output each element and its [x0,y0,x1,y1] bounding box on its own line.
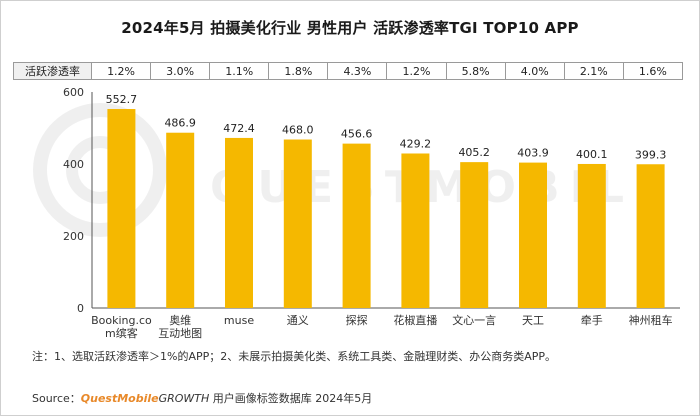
source-line: Source：QuestMobileGROWTH 用户画像标签数据库 2024年… [32,390,372,406]
bar-value-label: 456.6 [341,128,373,141]
bar-value-label: 400.1 [576,148,608,161]
x-tick-label: 神州租车 [629,313,673,327]
rate-cell: 1.6% [638,64,667,78]
chart-title: 2024年5月 拍摄美化行业 男性用户 活跃渗透率TGI TOP10 APP [121,19,579,37]
bar-value-label: 468.0 [282,124,314,137]
bar [107,109,136,308]
bar-value-label: 486.9 [164,117,196,130]
bar [401,153,430,308]
bar [577,163,606,308]
source-brand-growth: GROWTH [158,392,210,405]
penetration-rate-table: 活跃渗透率 1.2% 3.0% 1.1% 1.8% 4.3% 1.2% 5.8%… [13,62,683,80]
source-suffix: 用户画像标签数据库 2024年5月 [209,392,373,405]
y-tick-label: 200 [63,230,84,243]
x-tick-label: Booking.co m缤客 [91,314,152,340]
rate-cell: 1.8% [269,63,329,79]
x-tick-label: 牵手 [581,313,603,327]
rate-cell: 3.0% [151,63,211,79]
x-tick-label: 天工 [522,314,544,327]
bar-value-label: 405.2 [458,146,490,159]
x-tick-label: 奥维互动地图 [158,313,202,340]
y-tick-label: 400 [63,158,84,171]
rate-cell: 4.0% [506,63,565,79]
footnote: 注：1、选取活跃渗透率＞1%的APP；2、未展示拍摄美化类、系统工具类、金融理财… [32,350,557,363]
bar [283,139,312,308]
x-tick-label: 通义 [287,314,309,327]
x-tick-label: 花椒直播 [393,313,437,327]
rate-cell: 2.1% [565,63,624,79]
y-tick-label: 0 [77,302,84,315]
rate-table-header: 活跃渗透率 [14,63,92,79]
x-tick-label: 探探 [346,314,368,327]
bar-value-label: 399.3 [635,148,667,161]
source-prefix: Source： [32,392,81,405]
bar [225,137,253,308]
bar-value-label: 403.9 [517,147,549,160]
bar [636,164,665,308]
x-tick-label: 文心一言 [452,313,496,327]
bar [519,162,547,308]
bar [342,143,371,308]
rate-cell: 1.2% [92,63,152,79]
bar [166,132,195,308]
bar [460,162,489,308]
source-brand: QuestMobile [80,392,159,405]
rate-cell: 1.2% [387,63,447,79]
bar-chart: 0 200 400 600 552.7 Booking.co m缤客 486.9 奥维互动地图 4… [63,86,680,340]
bar-value-label: 429.2 [400,137,432,150]
rate-cell: 1.1% [210,63,270,79]
rate-cell: 4.3% [328,63,388,79]
y-tick-label: 600 [63,86,84,99]
bar-value-label: 552.7 [106,93,138,106]
rate-cell: 5.8% [447,63,506,79]
bar-value-label: 472.4 [223,122,255,135]
x-tick-label: muse [224,314,254,327]
